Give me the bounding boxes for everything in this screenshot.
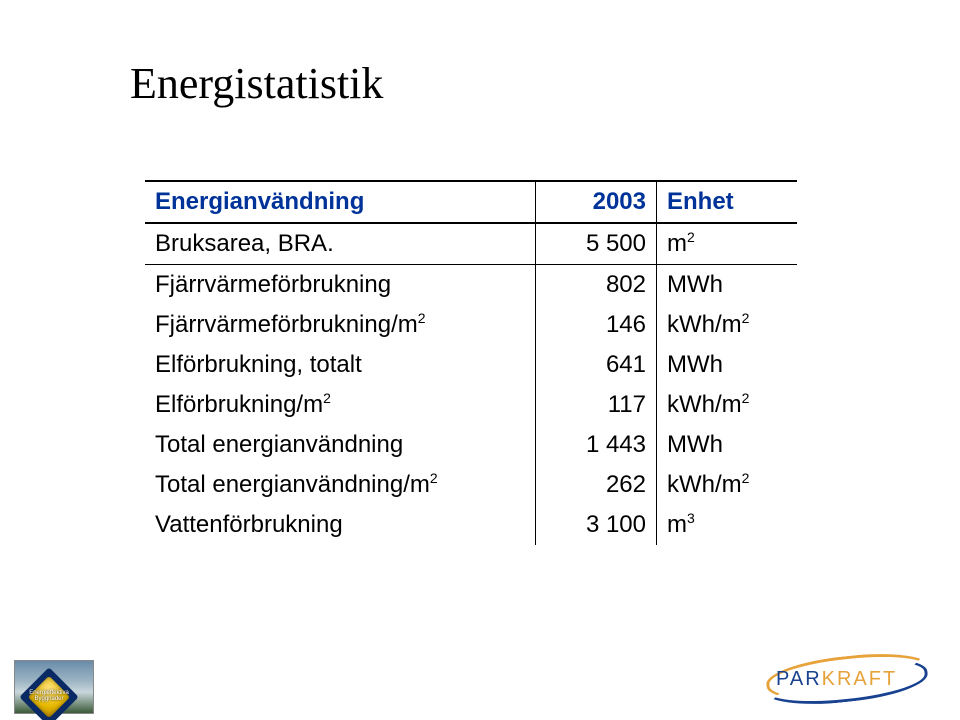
row-unit: MWh	[657, 265, 798, 306]
row-unit: MWh	[657, 345, 798, 385]
slide: Energistatistik Energianvändning 2003 En…	[0, 0, 960, 720]
row-label: Total energianvändning/m2	[145, 465, 536, 505]
table: Energianvändning 2003 Enhet Bruksarea, B…	[145, 180, 797, 545]
row-value: 641	[536, 345, 657, 385]
row-label: Elförbrukning, totalt	[145, 345, 536, 385]
table-row: Vattenförbrukning 3 100 m3	[145, 505, 797, 545]
logo-text-orange: KRAFT	[822, 668, 898, 690]
slide-title: Energistatistik	[130, 58, 383, 109]
table-row: Total energianvändning/m2 262 kWh/m2	[145, 465, 797, 505]
row-value: 1 443	[536, 425, 657, 465]
row-value: 117	[536, 385, 657, 425]
row-label: Bruksarea, BRA.	[145, 223, 536, 265]
table-row: Bruksarea, BRA. 5 500 m2	[145, 223, 797, 265]
row-value: 3 100	[536, 505, 657, 545]
footer-badge-text: Energieffektiva Byggnader	[22, 690, 76, 702]
row-label: Elförbrukning/m2	[145, 385, 536, 425]
header-year: 2003	[536, 181, 657, 223]
table-row: Elförbrukning/m2 117 kWh/m2	[145, 385, 797, 425]
row-unit: kWh/m2	[657, 305, 798, 345]
row-unit: MWh	[657, 425, 798, 465]
row-label: Total energianvändning	[145, 425, 536, 465]
row-unit: kWh/m2	[657, 465, 798, 505]
row-unit: m3	[657, 505, 798, 545]
row-value: 262	[536, 465, 657, 505]
header-label: Energianvändning	[145, 181, 536, 223]
row-unit: m2	[657, 223, 798, 265]
row-label: Fjärrvärmeförbrukning/m2	[145, 305, 536, 345]
row-value: 5 500	[536, 223, 657, 265]
energy-table: Energianvändning 2003 Enhet Bruksarea, B…	[145, 180, 797, 545]
row-unit: kWh/m2	[657, 385, 798, 425]
table-row: Fjärrvärmeförbrukning 802 MWh	[145, 265, 797, 306]
row-value: 802	[536, 265, 657, 306]
table-row: Total energianvändning 1 443 MWh	[145, 425, 797, 465]
table-row: Fjärrvärmeförbrukning/m2 146 kWh/m2	[145, 305, 797, 345]
row-label: Vattenförbrukning	[145, 505, 536, 545]
logo-text: PARKRAFT	[776, 668, 897, 691]
parkraft-logo: PARKRAFT	[762, 656, 932, 702]
logo-text-blue: PAR	[776, 668, 822, 690]
row-value: 146	[536, 305, 657, 345]
row-label: Fjärrvärmeförbrukning	[145, 265, 536, 306]
table-row: Elförbrukning, totalt 641 MWh	[145, 345, 797, 385]
table-header-row: Energianvändning 2003 Enhet	[145, 181, 797, 223]
header-unit: Enhet	[657, 181, 798, 223]
